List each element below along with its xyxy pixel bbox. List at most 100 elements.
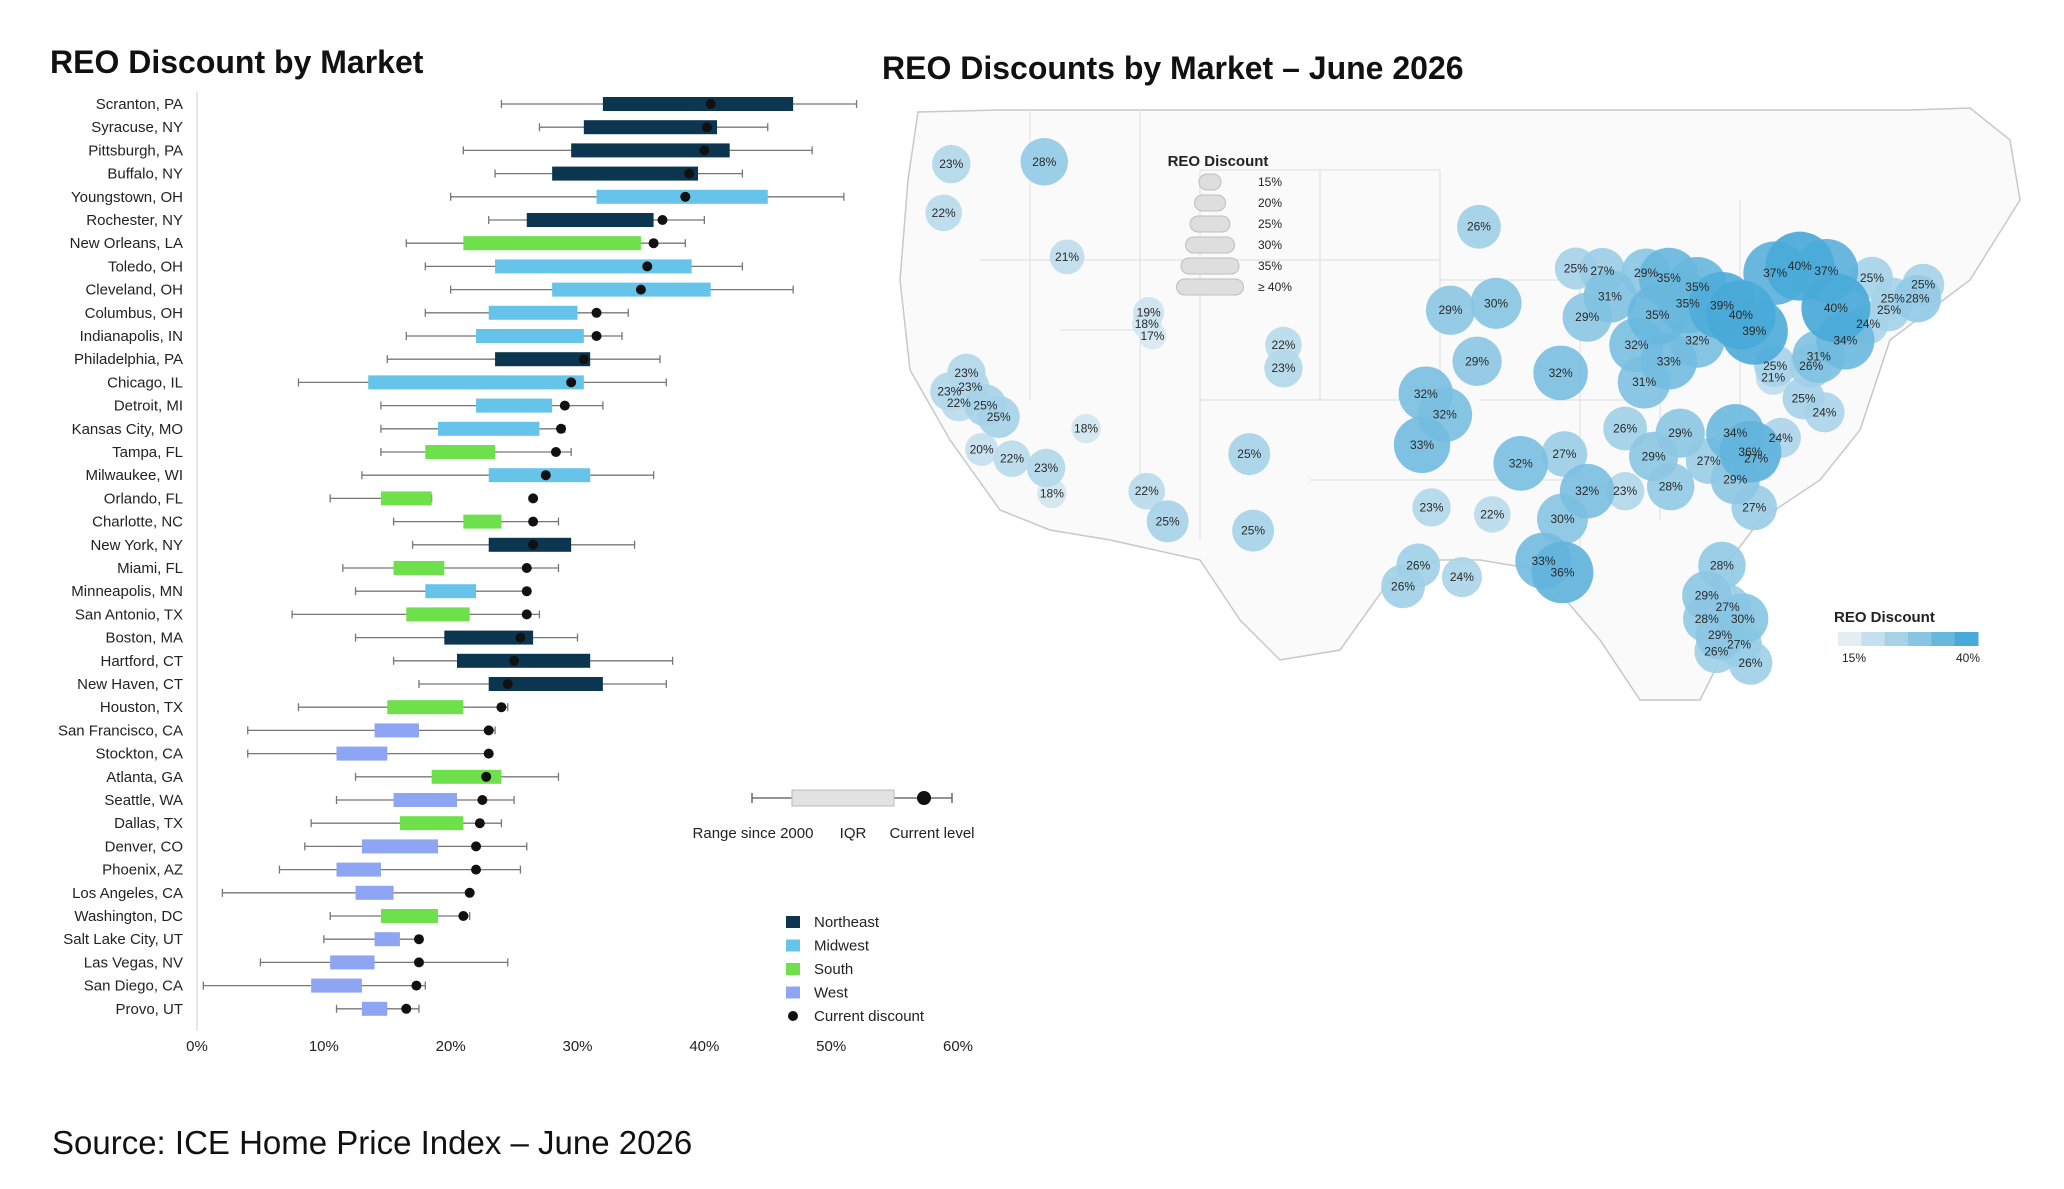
market-row: Philadelphia, PA bbox=[74, 351, 661, 368]
bubble-label: 25% bbox=[1792, 391, 1816, 405]
key-current-label: Current level bbox=[889, 825, 974, 842]
market-label: New Orleans, LA bbox=[70, 235, 183, 252]
bubble-label: 32% bbox=[1414, 387, 1438, 401]
iqr-box bbox=[425, 584, 477, 599]
market-bubble bbox=[1393, 416, 1451, 473]
market-row: Miami, FL bbox=[117, 560, 560, 577]
size-legend-shape bbox=[1176, 278, 1244, 296]
market-bubble bbox=[1583, 269, 1637, 323]
market-row: Tampa, FL bbox=[112, 444, 572, 461]
market-label: Syracuse, NY bbox=[91, 119, 183, 136]
iqr-box bbox=[336, 746, 388, 761]
bubble-label: 33% bbox=[1657, 354, 1681, 368]
market-bubble bbox=[1452, 336, 1502, 386]
bubble-label: 29% bbox=[1695, 589, 1719, 603]
iqr-box bbox=[393, 561, 445, 575]
market-row: Pittsburgh, PA bbox=[88, 142, 813, 159]
bubble-label: 30% bbox=[1484, 296, 1508, 310]
current-dot bbox=[483, 748, 494, 759]
current-dot bbox=[648, 238, 659, 249]
color-legend-step bbox=[1908, 632, 1932, 646]
size-legend-label: 30% bbox=[1258, 238, 1282, 252]
bubble-label: 26% bbox=[1704, 644, 1728, 658]
market-label: Rochester, NY bbox=[86, 212, 183, 229]
market-label: Youngstown, OH bbox=[71, 189, 183, 206]
market-bubble bbox=[1133, 296, 1165, 329]
market-label: New York, NY bbox=[90, 537, 183, 554]
current-dot bbox=[413, 957, 424, 968]
market-label: San Diego, CA bbox=[84, 978, 183, 995]
bubble-label: 25% bbox=[987, 410, 1011, 424]
bubble-label: 25% bbox=[1877, 303, 1901, 317]
iqr-box bbox=[336, 862, 381, 877]
current-dot bbox=[556, 423, 567, 434]
bubble-label: 26% bbox=[1406, 558, 1430, 572]
market-label: Philadelphia, PA bbox=[74, 351, 183, 368]
legend-label-west: West bbox=[814, 985, 849, 1002]
current-dot bbox=[483, 725, 494, 736]
bubble-label: 23% bbox=[1420, 500, 1444, 514]
iqr-box bbox=[355, 885, 394, 900]
color-legend-min-label: 15% bbox=[1842, 651, 1866, 665]
market-label: Denver, CO bbox=[105, 838, 183, 855]
bubble-label: 22% bbox=[1271, 338, 1295, 352]
bubble-label: 30% bbox=[1731, 612, 1755, 626]
bubble-label: 27% bbox=[1697, 454, 1721, 468]
bubble-label: 37% bbox=[1763, 266, 1787, 280]
current-dot bbox=[401, 1003, 412, 1014]
bubble-label: 27% bbox=[1744, 452, 1768, 466]
current-dot bbox=[591, 331, 602, 341]
market-label: Cleveland, OH bbox=[85, 282, 183, 299]
market-bubble bbox=[977, 395, 1020, 438]
legend-swatch-west bbox=[786, 986, 800, 999]
bubble-label: 33% bbox=[1532, 554, 1556, 568]
market-row: New Orleans, LA bbox=[70, 235, 686, 252]
bubble-label: 33% bbox=[1410, 438, 1434, 452]
reo-discount-box-chart: Scranton, PA Syracuse, NY Pittsburgh, PA Bu… bbox=[58, 92, 975, 1055]
market-row: Syracuse, NY bbox=[91, 119, 769, 136]
current-dot bbox=[566, 377, 577, 388]
size-legend-shape bbox=[1198, 173, 1222, 191]
market-label: Scranton, PA bbox=[96, 96, 183, 113]
bubble-label: 39% bbox=[1742, 324, 1766, 338]
x-tick-label: 0% bbox=[186, 1038, 208, 1055]
iqr-box bbox=[437, 421, 540, 436]
market-label: Columbus, OH bbox=[85, 305, 183, 322]
bubble-label: 35% bbox=[1645, 308, 1669, 322]
current-dot bbox=[559, 400, 570, 411]
current-dot bbox=[699, 145, 710, 156]
market-row: Houston, TX bbox=[100, 699, 509, 716]
bubble-label: 40% bbox=[1824, 301, 1848, 315]
market-bubble bbox=[1026, 448, 1066, 488]
market-label: Miami, FL bbox=[117, 560, 183, 577]
iqr-box bbox=[311, 978, 362, 993]
legend-label-northeast: Northeast bbox=[814, 914, 880, 931]
iqr-box bbox=[488, 468, 591, 483]
x-tick-label: 60% bbox=[943, 1038, 973, 1055]
bubble-label: 23% bbox=[958, 380, 982, 394]
iqr-box bbox=[526, 213, 654, 227]
color-legend-step bbox=[1861, 632, 1886, 646]
market-label: Seattle, WA bbox=[104, 792, 183, 809]
current-dot bbox=[528, 493, 539, 504]
market-row: New Haven, CT bbox=[77, 676, 667, 693]
current-dot bbox=[705, 99, 716, 109]
market-bubble bbox=[1441, 556, 1482, 598]
iqr-box bbox=[368, 375, 584, 390]
bubble-label: 32% bbox=[1433, 408, 1457, 422]
key-current-dot bbox=[917, 791, 931, 805]
current-dot bbox=[474, 818, 485, 829]
bubble-label: 24% bbox=[1856, 317, 1880, 331]
bubble-label: 19% bbox=[1137, 306, 1161, 320]
size-legend-shape bbox=[1189, 215, 1231, 233]
bubble-label: 18% bbox=[1135, 317, 1159, 331]
bubble-label: 25% bbox=[1156, 514, 1180, 528]
key-iqr-box bbox=[791, 789, 895, 807]
market-row: Toledo, OH bbox=[108, 258, 744, 275]
market-bubble bbox=[1128, 472, 1166, 510]
current-dot bbox=[477, 795, 488, 805]
iqr-box bbox=[495, 259, 692, 274]
market-row: Buffalo, NY bbox=[107, 166, 744, 183]
bubble-label: 40% bbox=[1788, 259, 1812, 273]
color-legend-max-label: 40% bbox=[1956, 651, 1980, 665]
